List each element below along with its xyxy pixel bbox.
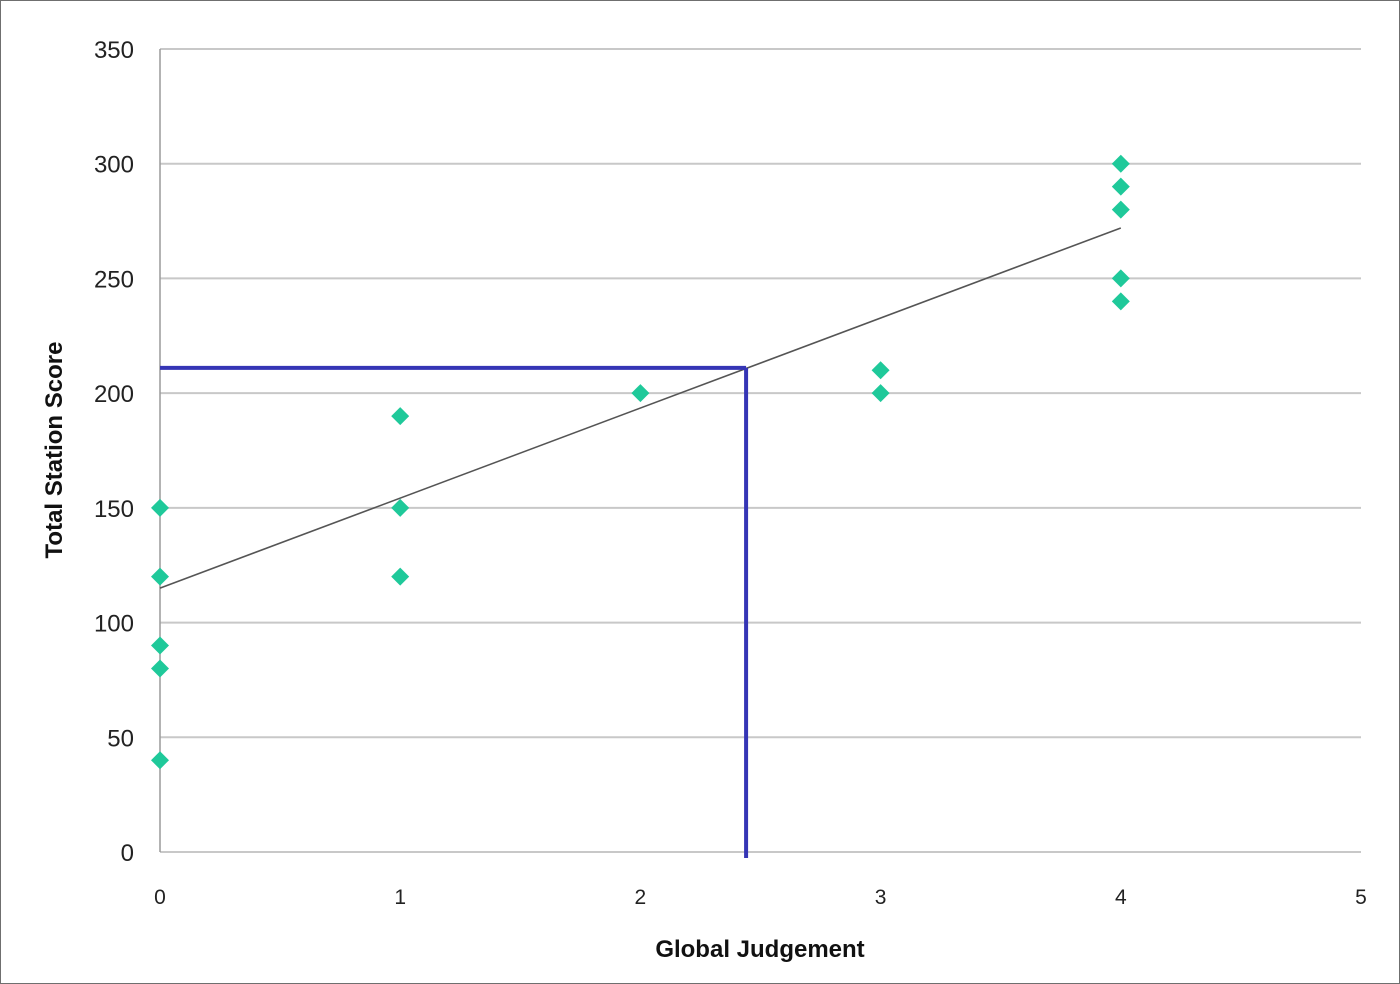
x-tick-label: 2 — [635, 886, 647, 909]
x-tick-label: 4 — [1115, 886, 1127, 909]
y-tick-label: 100 — [94, 611, 134, 638]
data-point — [871, 361, 890, 380]
data-point — [391, 498, 410, 517]
y-axis-title: Total Station Score — [41, 342, 68, 559]
trendline-group — [159, 227, 1122, 589]
cut-score-lines — [160, 365, 749, 858]
data-point — [391, 407, 410, 426]
data-point — [151, 659, 169, 678]
data-point — [1111, 200, 1130, 219]
data-point — [151, 751, 169, 770]
y-tick-label: 350 — [94, 37, 134, 64]
y-tick-label: 0 — [121, 840, 134, 867]
y-tick-label: 150 — [94, 496, 134, 523]
x-tick-label: 0 — [154, 886, 166, 909]
x-tick-labels: 0 1 2 3 4 5 — [154, 886, 1367, 909]
y-tick-labels: 0 50 100 150 200 250 300 350 — [94, 37, 134, 867]
x-tick-label: 3 — [875, 886, 887, 909]
data-point — [871, 384, 890, 403]
data-points — [151, 154, 1130, 770]
data-point — [1111, 177, 1130, 196]
data-point — [391, 567, 410, 586]
y-tick-label: 50 — [107, 725, 134, 752]
data-point — [1111, 292, 1130, 311]
y-tick-label: 250 — [94, 266, 134, 293]
x-tick-label: 1 — [394, 886, 406, 909]
data-point — [151, 636, 169, 655]
data-point — [1111, 154, 1130, 173]
data-point — [151, 498, 169, 517]
y-tick-label: 200 — [94, 381, 134, 408]
y-tick-label: 300 — [94, 152, 134, 179]
data-point — [631, 384, 650, 403]
trendline — [159, 227, 1122, 589]
data-point — [151, 567, 169, 586]
data-point — [1111, 269, 1130, 288]
x-tick-label: 5 — [1355, 886, 1367, 909]
gridlines — [160, 48, 1361, 853]
x-axis-title: Global Judgement — [655, 936, 864, 963]
